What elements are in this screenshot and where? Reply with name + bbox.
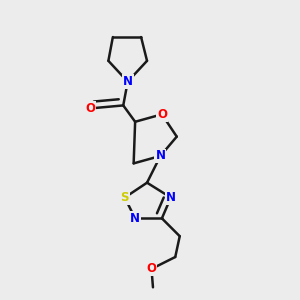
Text: N: N xyxy=(155,149,165,162)
Text: N: N xyxy=(123,75,133,88)
Text: O: O xyxy=(157,108,167,121)
Text: O: O xyxy=(85,102,96,115)
Text: O: O xyxy=(146,262,157,275)
Text: N: N xyxy=(130,212,140,225)
Text: N: N xyxy=(166,191,176,204)
Text: S: S xyxy=(121,191,129,204)
